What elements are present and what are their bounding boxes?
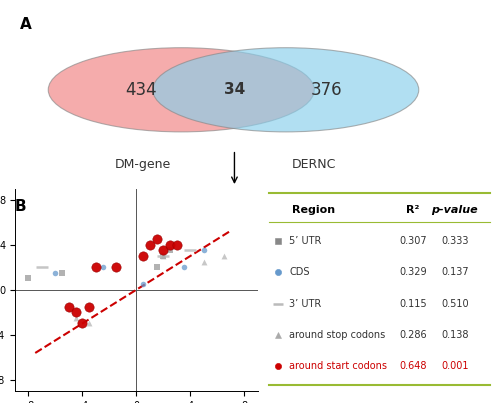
Text: 0.115: 0.115 xyxy=(399,299,426,309)
Text: 0.333: 0.333 xyxy=(441,236,468,246)
Text: DERNC: DERNC xyxy=(292,158,337,171)
Text: 0.510: 0.510 xyxy=(441,299,468,309)
Text: 0.329: 0.329 xyxy=(399,267,426,277)
Ellipse shape xyxy=(48,48,314,132)
Point xyxy=(78,320,86,327)
Point xyxy=(200,247,208,253)
Text: CDS: CDS xyxy=(289,267,310,277)
Point xyxy=(166,241,174,248)
Point xyxy=(65,303,73,310)
Point xyxy=(72,309,80,316)
Point xyxy=(24,275,32,282)
Point xyxy=(160,253,168,259)
Point xyxy=(200,258,208,265)
Text: around start codons: around start codons xyxy=(289,361,387,371)
Text: 376: 376 xyxy=(310,81,342,99)
Point xyxy=(52,270,60,276)
Text: A: A xyxy=(20,17,32,32)
Point xyxy=(112,264,120,270)
Point xyxy=(146,241,154,248)
Point xyxy=(139,281,147,287)
Point xyxy=(166,247,174,253)
Point xyxy=(58,270,66,276)
Text: R²: R² xyxy=(406,205,419,215)
Text: around stop codons: around stop codons xyxy=(289,330,386,340)
Text: 0.137: 0.137 xyxy=(441,267,468,277)
Point xyxy=(72,315,80,321)
Point xyxy=(85,303,93,310)
Point xyxy=(92,264,100,270)
Text: B: B xyxy=(15,199,26,214)
Point xyxy=(173,241,181,248)
Point xyxy=(139,253,147,259)
Text: 0.648: 0.648 xyxy=(399,361,426,371)
Point xyxy=(152,236,160,242)
Point xyxy=(98,264,106,270)
Point xyxy=(152,264,160,270)
Text: DM-gene: DM-gene xyxy=(115,158,172,171)
Text: 0.001: 0.001 xyxy=(441,361,468,371)
Ellipse shape xyxy=(153,48,419,132)
Text: 34: 34 xyxy=(224,82,245,97)
Point xyxy=(220,253,228,259)
Text: 0.138: 0.138 xyxy=(441,330,468,340)
Text: 434: 434 xyxy=(125,81,156,99)
Point xyxy=(160,247,168,253)
Point xyxy=(85,320,93,327)
Text: 5’ UTR: 5’ UTR xyxy=(289,236,322,246)
Text: 3’ UTR: 3’ UTR xyxy=(289,299,322,309)
Point xyxy=(180,264,188,270)
Text: 0.307: 0.307 xyxy=(399,236,426,246)
Text: p-value: p-value xyxy=(432,205,478,215)
Text: Region: Region xyxy=(292,205,335,215)
Point xyxy=(160,253,168,259)
Text: 0.286: 0.286 xyxy=(399,330,426,340)
